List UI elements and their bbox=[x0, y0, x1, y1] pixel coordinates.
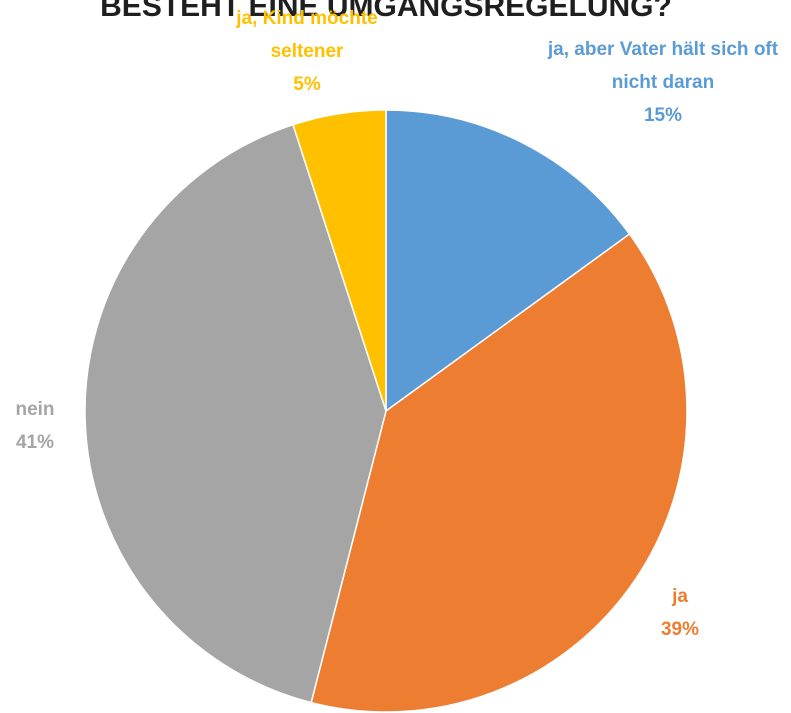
slice-label: ja bbox=[672, 586, 688, 607]
slice-value: 39% bbox=[660, 619, 700, 640]
pie-slice bbox=[310, 233, 688, 713]
slice-value: 41% bbox=[15, 432, 55, 453]
slice-label: nein bbox=[15, 399, 55, 420]
slice-value: 15% bbox=[643, 105, 683, 126]
pie-slice bbox=[292, 109, 387, 412]
chart-title: BESTEHT EINE UMGANGSREGELUNG? bbox=[100, 0, 672, 23]
slice-label: ja, Kind möchte seltener bbox=[236, 8, 378, 62]
pie-slice bbox=[385, 109, 631, 413]
slice-value: 5% bbox=[293, 74, 321, 95]
slice-label: ja, aber Vater hält sich oft nicht daran bbox=[547, 39, 779, 93]
pie-slice bbox=[84, 123, 387, 704]
